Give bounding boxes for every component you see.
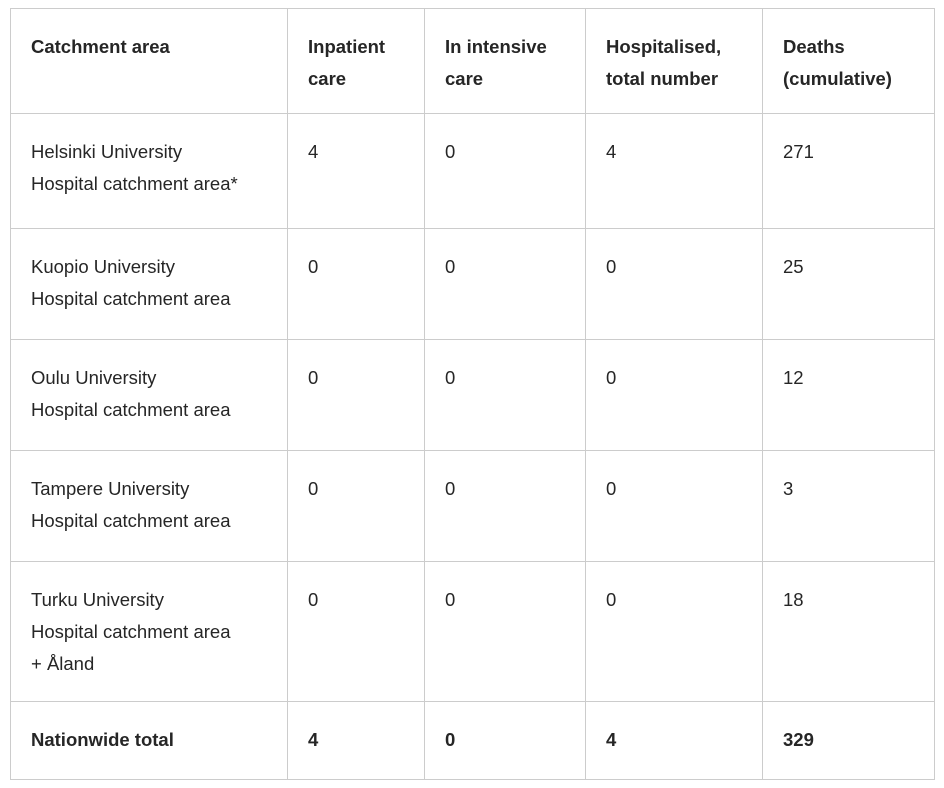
header-catchment-area: Catchment area — [10, 8, 288, 114]
cell-inpatient: 0 — [287, 561, 425, 702]
cell-intensive: 0 — [424, 113, 586, 229]
table-row-nationwide-total: Nationwide total 4 0 4 329 — [10, 701, 935, 780]
cell-deaths: 271 — [762, 113, 935, 229]
cell-area: Tampere University Hospital catchment ar… — [10, 450, 288, 562]
cell-area: Turku University Hospital catchment area… — [10, 561, 288, 702]
cell-hospitalised: 0 — [585, 561, 763, 702]
cell-inpatient: 4 — [287, 701, 425, 780]
header-row: Catchment area Inpatient care In intensi… — [10, 8, 935, 114]
table-row-turku: Turku University Hospital catchment area… — [10, 561, 935, 702]
table-row-oulu: Oulu University Hospital catchment area … — [10, 339, 935, 451]
table-row-kuopio: Kuopio University Hospital catchment are… — [10, 228, 935, 340]
cell-intensive: 0 — [424, 450, 586, 562]
cell-intensive: 0 — [424, 228, 586, 340]
catchment-area-table: Catchment area Inpatient care In intensi… — [10, 8, 935, 780]
catchment-table-wrapper: Catchment area Inpatient care In intensi… — [10, 8, 935, 780]
header-intensive-care: In intensive care — [424, 8, 586, 114]
cell-inpatient: 0 — [287, 450, 425, 562]
cell-deaths: 329 — [762, 701, 935, 780]
cell-area: Helsinki University Hospital catchment a… — [10, 113, 288, 229]
cell-hospitalised: 0 — [585, 339, 763, 451]
cell-area: Nationwide total — [10, 701, 288, 780]
cell-intensive: 0 — [424, 701, 586, 780]
cell-hospitalised: 0 — [585, 450, 763, 562]
cell-inpatient: 4 — [287, 113, 425, 229]
cell-inpatient: 0 — [287, 339, 425, 451]
header-inpatient-care: Inpatient care — [287, 8, 425, 114]
cell-deaths: 12 — [762, 339, 935, 451]
cell-intensive: 0 — [424, 561, 586, 702]
cell-area: Kuopio University Hospital catchment are… — [10, 228, 288, 340]
cell-hospitalised: 4 — [585, 701, 763, 780]
cell-area: Oulu University Hospital catchment area — [10, 339, 288, 451]
header-deaths-cumulative: Deaths (cumulative) — [762, 8, 935, 114]
table-row-helsinki: Helsinki University Hospital catchment a… — [10, 113, 935, 229]
cell-hospitalised: 0 — [585, 228, 763, 340]
cell-deaths: 25 — [762, 228, 935, 340]
header-hospitalised-total: Hospitalised, total number — [585, 8, 763, 114]
cell-intensive: 0 — [424, 339, 586, 451]
cell-deaths: 3 — [762, 450, 935, 562]
table-row-tampere: Tampere University Hospital catchment ar… — [10, 450, 935, 562]
cell-deaths: 18 — [762, 561, 935, 702]
cell-inpatient: 0 — [287, 228, 425, 340]
cell-hospitalised: 4 — [585, 113, 763, 229]
